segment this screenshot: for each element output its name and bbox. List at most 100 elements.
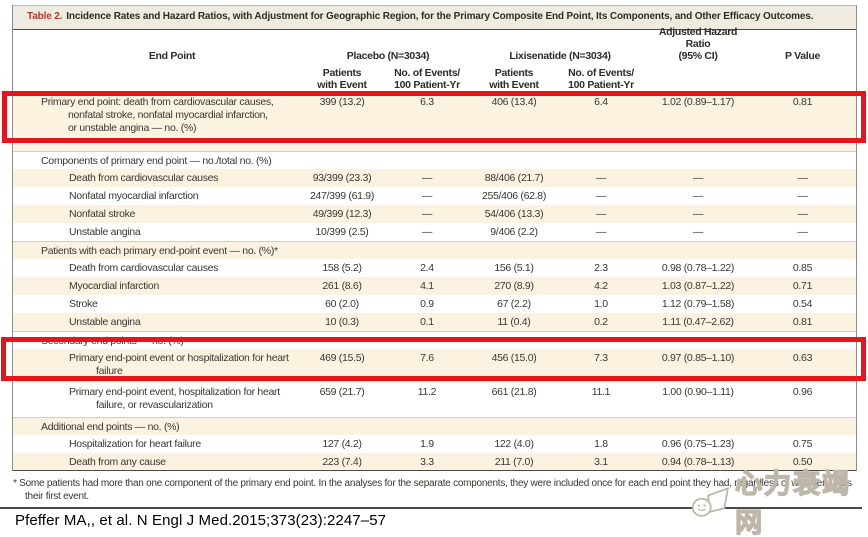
cell-lixisenatide-patients: 270 (8.9) <box>494 280 534 292</box>
cell-lixisenatide-events: 1.0 <box>594 298 608 310</box>
cell-lixisenatide-events: 4.2 <box>594 280 608 292</box>
divider-rule <box>0 507 862 509</box>
column-header-end-point: End Point <box>148 50 196 62</box>
watermark-text: 心力衰竭网 <box>735 468 852 537</box>
cell-hazard-ratio: — <box>692 226 704 238</box>
highlight-box-secondary-endpoint <box>1 337 866 381</box>
cell-placebo-patients: 93/399 (23.3) <box>312 172 372 184</box>
cell-hazard-ratio: — <box>692 208 704 220</box>
row-label: Unstable angina <box>69 226 141 238</box>
cell-lixisenatide-events: — <box>595 208 607 220</box>
row-label: Primary end point: death from cardiovasc… <box>41 96 274 134</box>
table-row: Unstable angina 10/399 (2.5) — 9/406 (2.… <box>13 223 856 241</box>
cell-placebo-events: 3.3 <box>420 456 434 468</box>
cell-lixisenatide-events: 1.8 <box>594 438 608 450</box>
cell-lixisenatide-patients: 122 (4.0) <box>494 438 534 450</box>
table-row: Death from cardiovascular causes 158 (5.… <box>13 259 856 277</box>
cell-p-value: — <box>797 208 808 220</box>
cell-hazard-ratio: 0.97 (0.85–1.10) <box>661 352 735 364</box>
row-label: Primary end-point event, hospitalization… <box>69 386 280 411</box>
cell-p-value: 0.63 <box>792 352 813 364</box>
cell-lixisenatide-patients: 456 (15.0) <box>491 352 537 364</box>
table-title-bar: Table 2. Incidence Rates and Hazard Ratio… <box>13 6 856 30</box>
cell-placebo-events: 4.1 <box>420 280 434 292</box>
cell-placebo-patients: 223 (7.4) <box>322 456 362 468</box>
cell-p-value: 0.81 <box>792 316 813 328</box>
cell-lixisenatide-events: 0.2 <box>594 316 608 328</box>
cell-lixisenatide-patients: 54/406 (13.3) <box>484 208 544 220</box>
table-row: Stroke 60 (2.0) 0.9 67 (2.2) 1.0 1.12 (0… <box>13 295 856 313</box>
row-label: Nonfatal stroke <box>69 208 136 220</box>
cell-p-value: 0.96 <box>792 386 813 398</box>
subcolumn-header-placebo-events: No. of Events/ 100 Patient-Yr <box>394 67 460 91</box>
cell-p-value: 0.50 <box>792 456 813 468</box>
cell-hazard-ratio: — <box>692 190 704 202</box>
section-label: Components of primary end point — no./to… <box>41 155 272 167</box>
cell-placebo-events: — <box>421 172 433 184</box>
cell-placebo-patients: 10/399 (2.5) <box>315 226 369 238</box>
table-row: Death from any cause 223 (7.4) 3.3 211 (… <box>13 453 856 471</box>
column-header-placebo: Placebo (N=3034) <box>346 50 430 62</box>
row-label: Death from any cause <box>69 456 166 468</box>
cell-p-value: 0.85 <box>792 262 813 274</box>
section-header-row: Components of primary end point — no./to… <box>13 151 856 169</box>
cell-p-value: 0.54 <box>792 298 813 310</box>
cell-lixisenatide-events: — <box>595 226 607 238</box>
cell-lixisenatide-events: 11.1 <box>591 386 611 398</box>
table-row: Primary end point: death from cardiovasc… <box>13 93 856 151</box>
table-header: End Point Placebo (N=3034) Lixisenatide … <box>13 26 856 93</box>
cell-hazard-ratio: 0.98 (0.78–1.22) <box>661 262 735 274</box>
cell-lixisenatide-patients: 88/406 (21.7) <box>484 172 544 184</box>
cell-placebo-events: — <box>421 190 433 202</box>
cell-lixisenatide-patients: 255/406 (62.8) <box>481 190 547 202</box>
cell-lixisenatide-events: 6.4 <box>594 96 608 108</box>
section-header-row: Additional end points — no. (%) <box>13 417 856 435</box>
cell-p-value: — <box>797 226 808 238</box>
cell-placebo-patients: 60 (2.0) <box>325 298 359 310</box>
cell-placebo-events: 11.2 <box>417 386 437 398</box>
cell-hazard-ratio: 1.12 (0.79–1.58) <box>661 298 735 310</box>
cell-hazard-ratio: 1.03 (0.87–1.22) <box>661 280 735 292</box>
row-label: Nonfatal myocardial infarction <box>69 190 199 202</box>
cell-lixisenatide-events: — <box>595 172 607 184</box>
cell-placebo-patients: 659 (21.7) <box>319 386 365 398</box>
cell-p-value: — <box>797 190 808 202</box>
watermark: 心力衰竭网 <box>690 468 866 537</box>
table-row: Unstable angina 10 (0.3) 0.1 11 (0.4) 0.… <box>13 313 856 331</box>
section-header-row: Patients with each primary end-point eve… <box>13 241 856 259</box>
row-label: Primary end-point event or hospitalizati… <box>69 352 289 377</box>
cell-lixisenatide-patients: 11 (0.4) <box>497 316 531 328</box>
column-header-lixisenatide: Lixisenatide (N=3034) <box>509 50 611 62</box>
subcolumn-header-lixisenatide-patients: Patients with Event <box>489 67 539 91</box>
cell-placebo-patients: 10 (0.3) <box>325 316 359 328</box>
cell-placebo-events: — <box>421 208 433 220</box>
subcolumn-header-lixisenatide-events: No. of Events/ 100 Patient-Yr <box>568 67 634 91</box>
cell-lixisenatide-patients: 156 (5.1) <box>494 262 534 274</box>
cell-p-value: 0.75 <box>792 438 813 450</box>
cell-lixisenatide-patients: 211 (7.0) <box>494 456 534 468</box>
subcolumn-header-placebo-patients: Patients with Event <box>317 67 367 91</box>
row-label: Hospitalization for heart failure <box>69 438 201 450</box>
cell-hazard-ratio: 1.11 (0.47–2.62) <box>662 316 734 328</box>
table-row: Hospitalization for heart failure 127 (4… <box>13 435 856 453</box>
cell-lixisenatide-events: 2.3 <box>594 262 608 274</box>
cell-hazard-ratio: 1.02 (0.89–1.17) <box>661 96 735 108</box>
row-label: Stroke <box>69 298 98 310</box>
cell-hazard-ratio: 1.00 (0.90–1.11) <box>662 386 734 398</box>
cell-placebo-patients: 247/399 (61.9) <box>309 190 375 202</box>
cell-placebo-events: — <box>421 226 433 238</box>
table-footnote: * Some patients had more than one compon… <box>13 478 852 502</box>
cell-placebo-events: 1.9 <box>420 438 434 450</box>
section-label: Patients with each primary end-point eve… <box>41 245 278 257</box>
cell-hazard-ratio: — <box>692 172 704 184</box>
cell-hazard-ratio: 0.96 (0.75–1.23) <box>661 438 735 450</box>
highlight-box-primary-endpoint <box>2 91 866 143</box>
cell-placebo-events: 2.4 <box>420 262 434 274</box>
cell-placebo-patients: 158 (5.2) <box>322 262 362 274</box>
table-row: Nonfatal myocardial infarction 247/399 (… <box>13 187 856 205</box>
row-label: Unstable angina <box>69 316 141 328</box>
table-row: Nonfatal stroke 49/399 (12.3) — 54/406 (… <box>13 205 856 223</box>
cell-placebo-patients: 399 (13.2) <box>319 96 365 108</box>
row-label: Death from cardiovascular causes <box>69 262 219 274</box>
